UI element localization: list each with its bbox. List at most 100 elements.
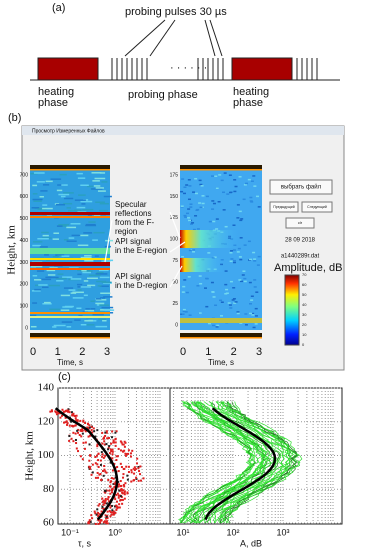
scatter-dot (116, 506, 119, 509)
texture (239, 219, 243, 222)
x-tick-label: 3 (256, 346, 262, 358)
bar-strip (30, 333, 110, 337)
texture (201, 195, 205, 197)
scatter-dot (124, 454, 127, 457)
texture (90, 300, 95, 302)
scatter-dot (111, 489, 114, 492)
scatter-dot (119, 440, 122, 443)
scatter-dot (122, 489, 125, 492)
texture (180, 190, 184, 193)
texture (254, 307, 258, 310)
scatter-dot (107, 478, 110, 481)
texture (257, 255, 261, 258)
texture (92, 180, 100, 182)
scatter-dot (99, 463, 102, 466)
scatter-dot (97, 514, 100, 517)
y-tick-label: 80 (43, 483, 55, 495)
scatter-dot (108, 500, 111, 503)
scatter-dot (130, 455, 133, 458)
scatter-dot (105, 489, 108, 492)
scatter-dot (73, 414, 76, 417)
scatter-dot (82, 419, 85, 422)
texture (101, 281, 112, 284)
texture (229, 260, 233, 263)
colorbar-tick: 50 (302, 292, 307, 297)
scatter-dot (68, 424, 71, 427)
scatter-dot (112, 439, 115, 442)
texture (87, 284, 96, 287)
texture (100, 297, 106, 299)
scatter-dot (119, 488, 122, 491)
scatter-dot (111, 488, 114, 491)
y-tick-label: 100 (170, 237, 179, 243)
texture (215, 218, 219, 220)
texture (103, 259, 114, 262)
texture (84, 309, 95, 312)
y-tick-label: 60 (43, 517, 55, 529)
texture (205, 195, 209, 198)
colorbar-tick: 40 (302, 302, 307, 307)
scatter-dot (77, 428, 80, 431)
texture (233, 302, 237, 304)
scatter-dot (132, 479, 135, 482)
texture (255, 291, 259, 293)
scatter-dot (98, 503, 101, 506)
file-button[interactable] (269, 179, 333, 195)
scatter-dot (139, 465, 142, 468)
scatter-dot (116, 465, 119, 468)
x-axis-label: τ, s (78, 538, 92, 548)
next-button[interactable] (301, 201, 333, 213)
texture (217, 201, 221, 203)
scatter-dot (103, 465, 106, 468)
texture (36, 181, 45, 183)
scatter-dot (75, 414, 78, 417)
scatter-dot (114, 431, 117, 434)
texture (240, 218, 244, 220)
texture (256, 264, 260, 266)
texture (84, 255, 92, 257)
texture (76, 172, 83, 175)
texture (229, 252, 233, 254)
texture (99, 202, 109, 205)
scatter-dot (119, 485, 122, 488)
scatter-dot (134, 467, 137, 470)
scatter-dot (96, 463, 99, 466)
texture (66, 240, 77, 242)
scatter-dot (96, 512, 99, 515)
scatter-dot (100, 451, 103, 454)
texture (96, 271, 104, 274)
scatter-dot (74, 432, 77, 435)
scatter-dot (107, 446, 110, 449)
texture (229, 307, 233, 309)
scatter-dot (61, 414, 64, 417)
texture (57, 273, 64, 275)
scatter-dot (105, 521, 108, 524)
texture (229, 280, 233, 283)
texture (63, 202, 73, 205)
texture (181, 255, 185, 258)
scatter-dot (118, 503, 121, 506)
texture (254, 323, 258, 325)
texture (45, 180, 53, 183)
panel-label: (b) (8, 112, 21, 124)
scatter-dot (119, 499, 122, 502)
scatter-dot (97, 459, 100, 462)
scatter-dot (111, 430, 114, 433)
small-button[interactable] (285, 217, 315, 229)
texture (186, 212, 190, 215)
scatter-dot (105, 443, 108, 446)
texture (232, 224, 236, 226)
texture (225, 288, 229, 291)
scatter-dot (123, 490, 126, 493)
texture (68, 237, 75, 239)
texture (78, 194, 86, 196)
texture (210, 281, 214, 284)
texture (224, 293, 228, 295)
texture (101, 306, 114, 309)
texture (38, 284, 48, 286)
scatter-dot (111, 511, 114, 514)
prev-button[interactable] (269, 201, 299, 213)
x-axis-label: Time, s (208, 358, 234, 367)
scatter-dot (130, 471, 133, 474)
texture (230, 250, 234, 252)
